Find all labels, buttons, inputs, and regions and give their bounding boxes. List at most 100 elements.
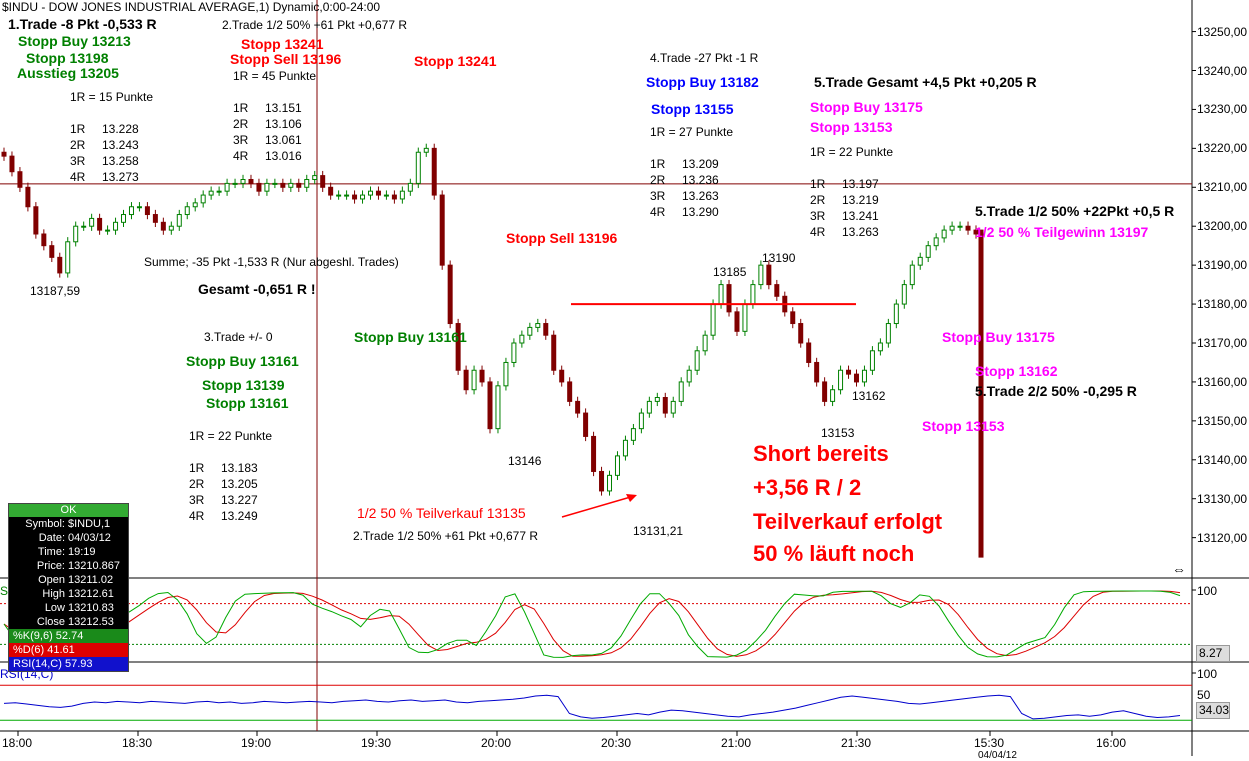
level-row: 1R 13.151 [233,101,302,117]
candle-body [248,179,254,184]
data-window-value: $INDU,1 [68,518,111,530]
level-row: 2R 13.236 [650,173,719,189]
candle-body [391,194,397,200]
candle-body [128,206,134,216]
data-window-value: 13210.867 [68,560,120,572]
candle-body [431,147,437,196]
trade1-stop: Stopp 13198 [26,50,109,66]
level-row: 3R 13.227 [189,493,258,509]
candle-body [176,214,182,227]
trade5-title: 5.Trade Gesamt +4,5 Pkt +0,205 R [814,74,1037,90]
data-window-value: 13210.83 [68,602,114,614]
candle-body [527,326,533,336]
trade1-exit: Ausstieg 13205 [17,65,119,81]
candle-body [853,373,859,383]
level-name: 3R [650,189,666,203]
candle-body [160,221,166,231]
data-window-key: Open [38,574,65,586]
stoch-k-readout: %K(9,6) 52.74 [9,629,128,643]
candle-body [73,225,79,243]
level-name: 3R [189,493,205,507]
candle-body [336,194,342,197]
candle-body [694,350,700,371]
candle-body [256,182,262,192]
candle-body [933,237,939,247]
price-tick-label: 13180,00 [1197,297,1248,312]
price-tick-label: 13160,00 [1197,374,1248,389]
level-name: 2R [233,117,249,131]
candle-body [232,182,238,185]
candle-body [97,217,103,231]
level-name: 2R [650,173,666,187]
level-row: 2R 13.106 [233,117,302,133]
level-name: 2R [189,477,205,491]
stoch-axis-100: 100 [1197,584,1218,598]
candle-body [607,474,613,492]
candle-body [869,350,875,371]
level-name: 1R [233,101,249,115]
level-value: 13.228 [102,122,139,136]
trade3-stop-2: Stopp 13161 [206,395,289,411]
level-name: 2R [70,138,86,152]
price-tick-label: 13190,00 [1197,258,1248,273]
candle-body [144,206,150,216]
candle-body [567,381,573,402]
expand-arrows-icon[interactable]: ⇔ [1172,561,1186,577]
total-text: Gesamt -0,651 R ! [198,281,316,297]
candle-body [360,194,366,200]
candle-body [471,369,477,391]
trade2-title: 2.Trade 1/2 50% +61 Pkt +0,677 R [222,18,408,32]
trade2-bottom-label: 2.Trade 1/2 50% +61 Pkt +0,677 R [353,529,539,543]
candle-body [614,455,620,476]
rsi-last-value: 34.03 [1196,702,1230,719]
price-tick-label: 13130,00 [1197,491,1248,506]
rsi-axis-100: 100 [1197,667,1218,681]
final-candle-body [978,229,984,558]
stop-sell-13196: Stopp Sell 13196 [506,230,618,246]
candle-body [383,194,389,197]
data-window: OK Symbol: $INDU,1 Date: 04/03/12 Time: 19:19… [8,503,129,672]
level-row: 3R 13.258 [70,154,139,170]
level-name: 2R [810,193,826,207]
level-value: 13.205 [221,477,258,491]
level-value: 13.151 [265,101,302,115]
candle-body [49,245,55,258]
candle-body [288,182,294,188]
level-name: 4R [233,149,249,163]
level-row: 1R 13.183 [189,461,258,477]
data-window-row: Open 13211.02 [9,573,128,587]
trade5-half-title: 5.Trade 1/2 50% +22Pkt +0,5 R [975,203,1175,219]
trade3-stop-1: Stopp 13139 [202,377,285,393]
candle-body [487,381,493,430]
candle-body [375,190,381,196]
candle-body [965,225,971,231]
time-tick-label: 18:30 [122,736,153,750]
level-value: 13.249 [221,509,258,523]
level-row: 4R 13.263 [810,225,879,241]
candle-body [503,361,509,387]
level-value: 13.016 [265,149,302,163]
candle-body [917,256,923,266]
trade4-r: 1R = 27 Punkte [650,125,734,139]
candle-body [599,470,605,492]
time-tick-label: 20:00 [481,736,512,750]
candle-body [861,369,867,383]
stop-buy-13161: Stopp Buy 13161 [354,329,467,345]
candle-body [344,194,350,197]
stoch-panel-label: St [0,584,12,598]
candle-body [726,284,732,313]
price-tick-label: 13230,00 [1197,102,1248,117]
rsi-line [3,694,1181,720]
candle-body [57,256,63,274]
trade2-r: 1R = 45 Punkte [233,69,317,83]
trade5-stop-buy: Stopp Buy 13175 [810,99,923,115]
candle-body [543,323,549,336]
candle-body [662,397,668,414]
trade3-r: 1R = 22 Punkte [189,429,273,443]
short-text-1: Short bereits [753,441,889,466]
candle-body [121,214,127,223]
candle-body [742,303,748,332]
candle-body [710,303,716,336]
trade1-title: 1.Trade -8 Pkt -0,533 R [8,16,157,32]
candle-body [216,190,222,193]
